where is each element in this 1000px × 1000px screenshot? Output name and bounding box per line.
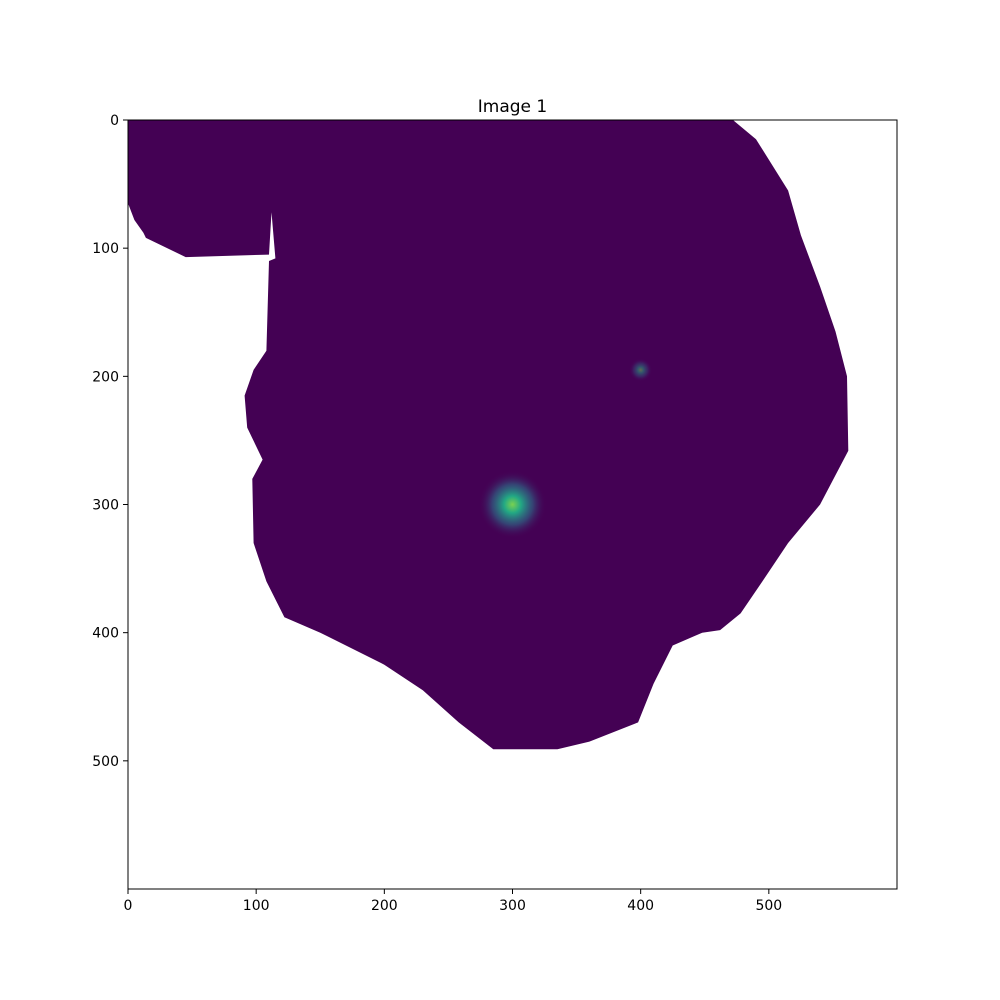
chart-title: Image 1 (478, 97, 547, 117)
y-axis: 0 100 200 300 400 500 (92, 113, 128, 770)
y-tick-label: 400 (92, 626, 119, 642)
x-tick-label: 100 (243, 898, 270, 914)
hotspot-1 (629, 358, 653, 382)
x-tick-label: 200 (371, 898, 398, 914)
y-tick-label: 500 (92, 754, 119, 770)
heatmap-image (128, 120, 849, 750)
hotspot-layer (478, 358, 653, 539)
y-tick-label: 100 (92, 241, 119, 257)
x-tick-label: 0 (124, 898, 133, 914)
x-axis: 0 100 200 300 400 500 (124, 889, 782, 914)
y-tick-label: 300 (92, 498, 119, 514)
x-tick-label: 300 (499, 898, 526, 914)
x-tick-label: 500 (755, 898, 782, 914)
x-tick-label: 400 (627, 898, 654, 914)
hotspot-0 (478, 470, 547, 539)
y-tick-label: 200 (92, 369, 119, 385)
data-region (128, 120, 849, 750)
y-tick-label: 0 (110, 113, 119, 129)
